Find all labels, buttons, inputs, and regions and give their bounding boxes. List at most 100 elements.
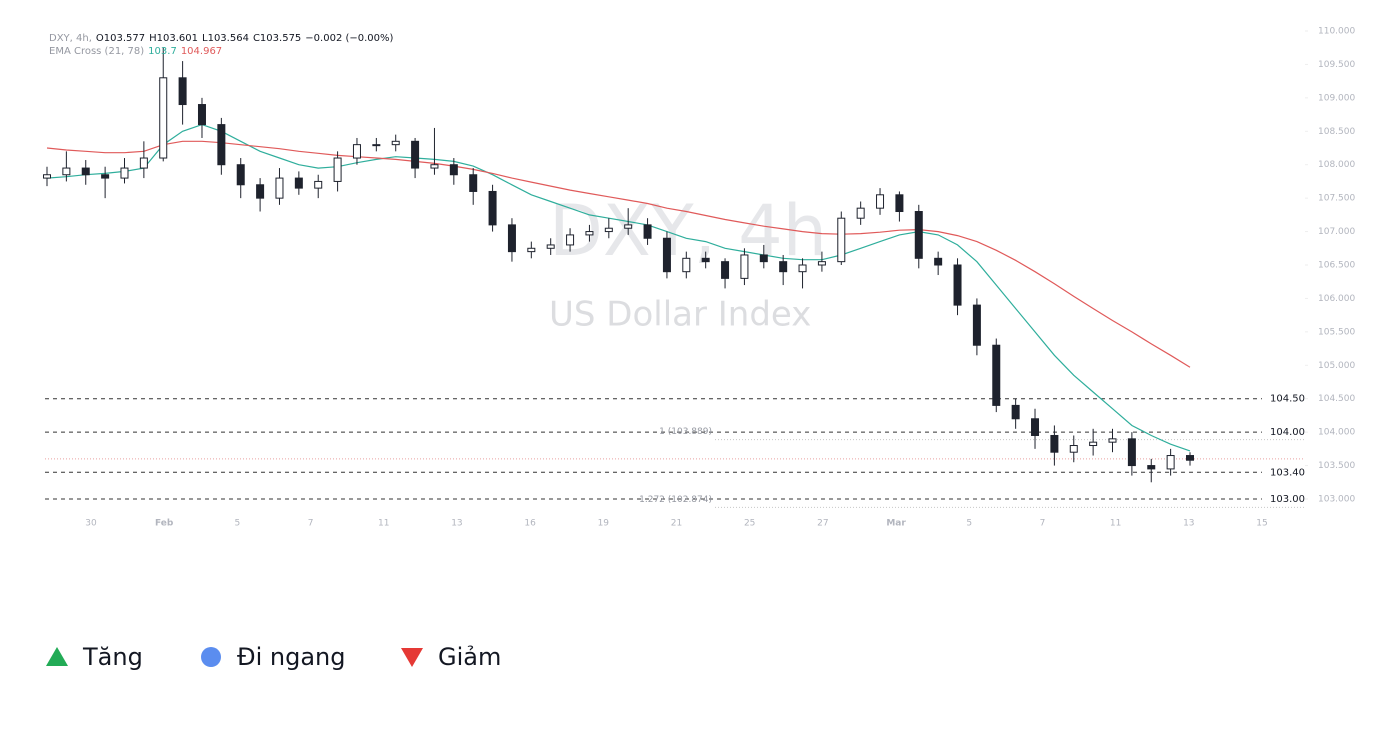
y-tick-label: 109.500 (1318, 60, 1355, 70)
y-tick-label: 108.000 (1318, 160, 1355, 170)
candle-body (197, 104, 206, 126)
candle-body (1127, 438, 1136, 467)
legend-item[interactable]: Giảm (401, 643, 501, 671)
x-tick-label: 27 (817, 519, 828, 529)
candle-body (352, 144, 361, 159)
candle-body (256, 184, 265, 199)
legend: Tăng Đi ngang Giảm (46, 643, 501, 671)
candle-body (1050, 434, 1059, 453)
candle-body (1166, 455, 1175, 470)
candle-body (817, 261, 826, 266)
y-tick-label: 107.000 (1318, 227, 1355, 237)
candle-body (546, 244, 555, 249)
level-label: 104.50 (1270, 394, 1305, 405)
candle-body (798, 264, 807, 273)
legend-label: Tăng (82, 643, 143, 671)
candle-body (236, 164, 245, 186)
legend-label: Đi ngang (237, 643, 346, 671)
y-tick-label: 103.000 (1318, 495, 1355, 505)
candle-body (876, 194, 885, 209)
y-tick-label: 107.500 (1318, 194, 1355, 204)
x-tick-label: 5 (966, 519, 972, 529)
legend-item[interactable]: Đi ngang (201, 643, 346, 671)
ohlc-header: DXY, 4h, O103.577 H103.601 L103.564 C103.575… (49, 33, 394, 44)
y-tick-label: 103.500 (1318, 461, 1355, 471)
legend-icon (201, 647, 221, 667)
candle-body (101, 174, 110, 179)
x-tick-label: 7 (1040, 519, 1046, 529)
x-tick-label: 13 (451, 519, 462, 529)
candle-body (1147, 465, 1156, 470)
symbol: DXY, 4h, (49, 33, 92, 44)
x-tick-label: 5 (235, 519, 241, 529)
candle-body (469, 174, 478, 192)
candle-body (662, 237, 671, 273)
candle-body (1011, 404, 1020, 420)
candle-body (159, 77, 168, 159)
legend-icon (401, 648, 423, 667)
candle-body (139, 157, 148, 169)
indicator-header: EMA Cross (21, 78) 103.7 104.967 (49, 46, 222, 57)
candle-body (779, 261, 788, 273)
level-label: 103.40 (1270, 467, 1305, 478)
x-tick-label: 11 (378, 519, 389, 529)
x-tick-label: 13 (1183, 519, 1194, 529)
candle-body (682, 257, 691, 273)
candle-body (856, 207, 865, 219)
candle-body (740, 254, 749, 279)
x-tick-label: 7 (308, 519, 314, 529)
x-tick-label: Mar (886, 519, 906, 529)
ohlc-value: C103.575 (253, 33, 301, 44)
candle-body (585, 231, 594, 236)
level-label: 104.00 (1270, 427, 1305, 438)
indicator-name: EMA Cross (21, 78) (49, 46, 144, 57)
candle-body (1108, 438, 1117, 443)
ohlc-value: H103.601 (149, 33, 198, 44)
y-tick-label: 106.500 (1318, 261, 1355, 271)
candle-body (217, 124, 226, 166)
x-tick-label: 21 (671, 519, 682, 529)
candle-body (62, 167, 71, 176)
candle-body (759, 254, 768, 263)
candle-body (837, 217, 846, 263)
candle-body (934, 257, 943, 266)
candle-body (391, 140, 400, 146)
candle-body (178, 77, 187, 106)
y-tick-label: 106.000 (1318, 294, 1355, 304)
watermark-subtitle: US Dollar Index (549, 295, 811, 335)
x-tick-label: Feb (155, 519, 174, 529)
legend-icon (46, 647, 68, 666)
candle-body (1069, 445, 1078, 453)
candle-body (1031, 418, 1040, 436)
candle-body (1089, 441, 1098, 447)
candle-body (972, 304, 981, 346)
x-tick-label: 15 (1256, 519, 1267, 529)
ema-line (46, 123, 1191, 452)
y-tick-label: 105.500 (1318, 327, 1355, 337)
plot: 103.000 103.500 104.000 104.500 105.000 105.5… (43, 27, 1355, 529)
legend-item[interactable]: Tăng (46, 643, 143, 671)
indicator-value: 103.7 (148, 46, 177, 57)
x-tick-label: 16 (524, 519, 536, 529)
y-tick-label: 104.000 (1318, 428, 1355, 438)
candle-body (411, 140, 420, 169)
candle-body (721, 261, 730, 279)
candle-body (643, 224, 652, 239)
candle-body (895, 194, 904, 213)
candle-body (81, 167, 90, 176)
ohlc-value: −0.002 (−0.00%) (305, 33, 393, 44)
ohlc-value: O103.577 (96, 33, 145, 44)
x-tick-label: 19 (598, 519, 610, 529)
candle-body (604, 227, 613, 233)
fib-label: 1.272 (102.874) (639, 495, 712, 505)
ohlc-value: L103.564 (202, 33, 249, 44)
candle-body (314, 180, 323, 189)
level-label: 103.00 (1270, 494, 1305, 505)
candle-body (992, 344, 1001, 406)
x-tick-label: 11 (1110, 519, 1121, 529)
candle-body (372, 144, 381, 147)
y-tick-label: 108.500 (1318, 127, 1355, 137)
candle-body (566, 234, 575, 246)
